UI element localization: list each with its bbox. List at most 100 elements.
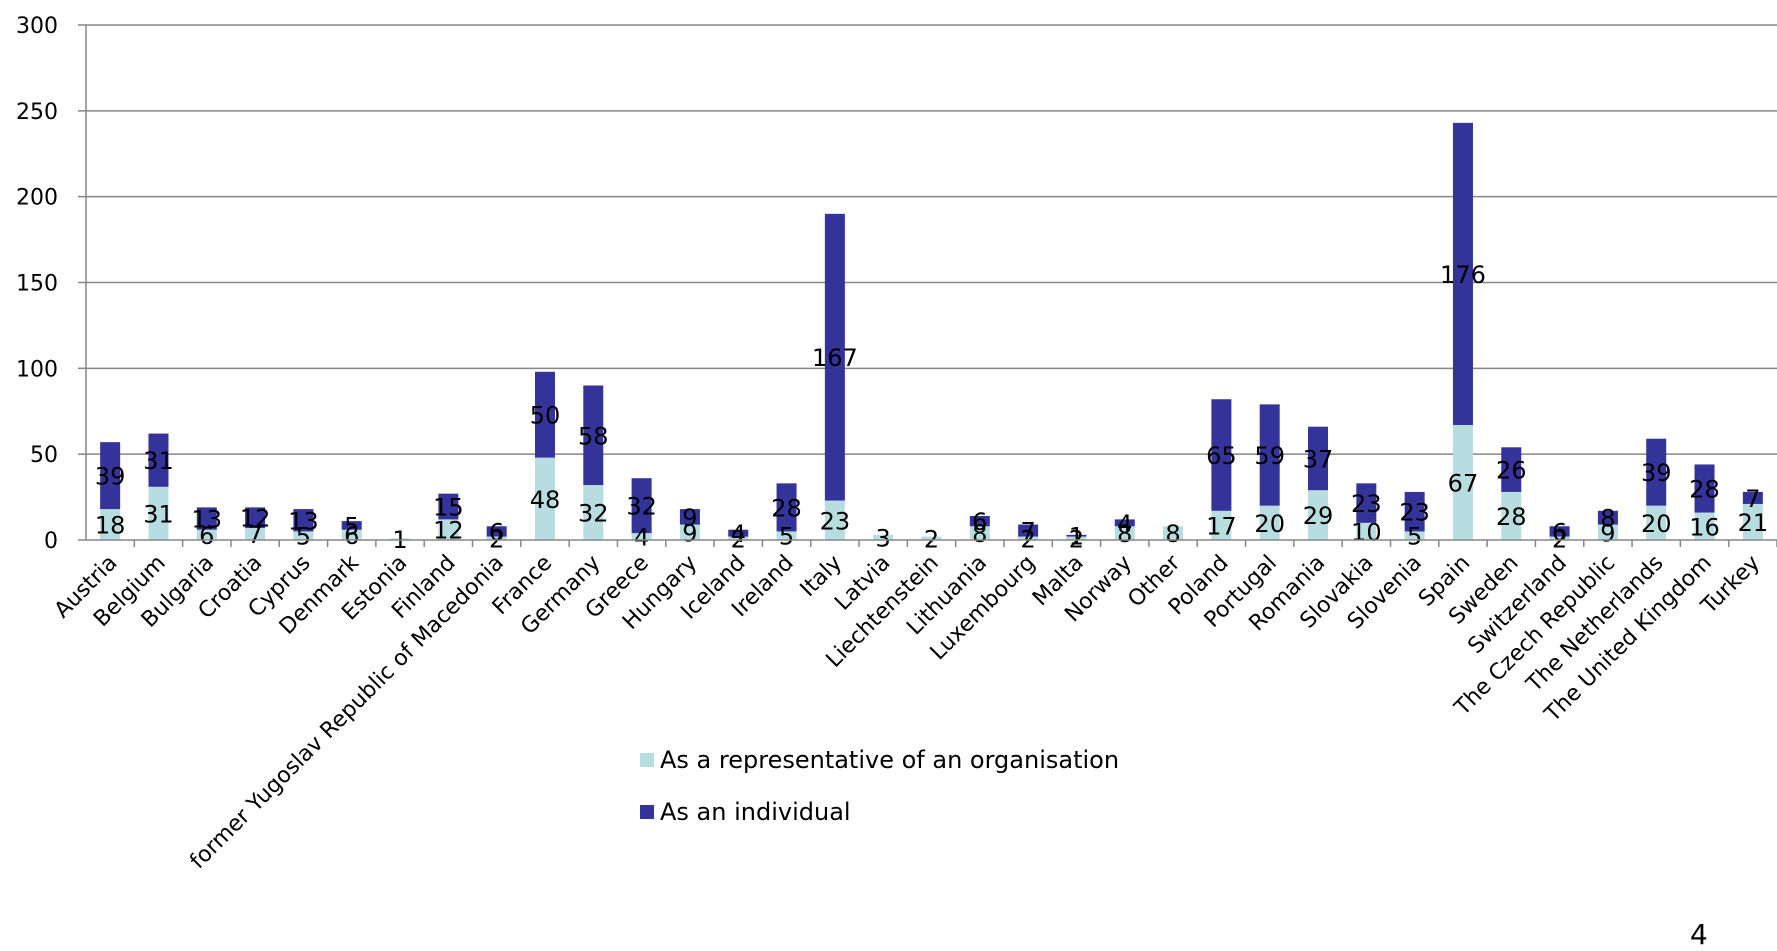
- data-label-individual: 6: [1552, 518, 1567, 546]
- data-label-individual: 50: [530, 402, 561, 430]
- bar-organisation: [679, 524, 700, 540]
- legend: As a representative of an organisation A…: [640, 745, 1119, 849]
- bar-individual: [293, 509, 314, 532]
- y-tick-label: 100: [16, 357, 58, 382]
- data-label-organisation: 6: [199, 522, 214, 550]
- bar-individual: [245, 507, 266, 528]
- data-label-individual: 4: [731, 520, 746, 548]
- bar-organisation: [1356, 522, 1377, 540]
- data-label-individual: 58: [578, 422, 609, 450]
- bar-organisation: [390, 538, 411, 540]
- data-label-individual: 7: [1745, 485, 1760, 513]
- y-tick-label: 200: [16, 186, 58, 211]
- bar-individual: [631, 478, 652, 534]
- data-label-individual: 59: [1254, 442, 1285, 470]
- bar-organisation: [1018, 536, 1039, 540]
- data-label-individual: 12: [240, 505, 271, 533]
- bar-individual: [1308, 426, 1329, 491]
- bar-organisation: [1066, 536, 1087, 540]
- legend-item-individual: As an individual: [640, 797, 1119, 827]
- page-number: 4: [1690, 918, 1708, 951]
- bar-individual: [1501, 447, 1522, 492]
- data-label-organisation: 16: [1689, 513, 1720, 541]
- data-label-individual: 26: [1496, 457, 1527, 485]
- data-label-individual: 65: [1206, 442, 1237, 470]
- data-label-individual: 37: [1303, 445, 1334, 473]
- bar-individual: [679, 509, 700, 525]
- y-tick-label: 50: [30, 443, 58, 468]
- bar-individual: [1597, 510, 1618, 525]
- bar-individual: [1742, 491, 1763, 504]
- bar-individual: [1356, 483, 1377, 523]
- bar-individual: [728, 529, 749, 537]
- bar-organisation: [824, 500, 845, 540]
- data-label-organisation: 10: [1351, 518, 1382, 546]
- bar-organisation: [293, 531, 314, 540]
- bar-organisation: [1163, 526, 1184, 540]
- y-tick-label: 300: [16, 14, 58, 39]
- bar-individual: [1549, 526, 1570, 537]
- legend-label-organisation: As a representative of an organisation: [660, 746, 1120, 774]
- data-label-individual: 5: [344, 512, 359, 540]
- bar-organisation: [1549, 536, 1570, 540]
- data-label-individual: 32: [626, 493, 657, 521]
- data-label-organisation: 5: [779, 523, 794, 551]
- bar-organisation: [245, 527, 266, 540]
- bar-individual: [1452, 122, 1473, 425]
- data-label-individual: 23: [1351, 490, 1382, 518]
- data-label-organisation: 67: [1448, 469, 1479, 497]
- bar-organisation: [1308, 490, 1329, 540]
- legend-label-individual: As an individual: [660, 798, 851, 826]
- bar-individual: [1066, 534, 1087, 537]
- data-label-organisation: 7: [247, 521, 262, 549]
- bar-organisation: [1646, 505, 1667, 540]
- bar-individual: [1694, 464, 1715, 513]
- data-label-organisation: 21: [1738, 509, 1769, 537]
- bar-individual: [1404, 491, 1425, 532]
- bar-organisation: [1404, 531, 1425, 540]
- bar-individual: [196, 507, 217, 530]
- data-label-organisation: 8: [1117, 520, 1132, 548]
- data-label-organisation: 31: [143, 500, 174, 528]
- data-label-individual: 9: [682, 504, 697, 532]
- data-label-organisation: 28: [1496, 503, 1527, 531]
- data-label-individual: 167: [812, 344, 858, 372]
- bar-organisation: [100, 509, 121, 540]
- bar-individual: [583, 385, 604, 486]
- legend-swatch-organisation: [640, 753, 654, 767]
- data-label-organisation: 18: [95, 512, 126, 540]
- bar-organisation: [873, 534, 894, 540]
- bar-organisation: [1452, 424, 1473, 540]
- data-label-individual: 28: [771, 494, 802, 522]
- data-label-individual: 13: [192, 506, 223, 534]
- bar-organisation: [341, 529, 362, 540]
- bar-organisation: [921, 536, 942, 540]
- data-label-organisation: 8: [1165, 520, 1180, 548]
- bar-individual: [1018, 524, 1039, 537]
- bar-individual: [534, 371, 555, 458]
- y-tick-labels: 0 50 100 150 200 250 300: [16, 14, 58, 554]
- bar-individual: [1114, 519, 1135, 527]
- axes: [78, 24, 1777, 547]
- data-label-individual: 176: [1440, 261, 1486, 289]
- data-label-organisation: 20: [1641, 510, 1672, 538]
- bar-organisation: [1114, 526, 1135, 540]
- bar-organisation: [438, 519, 459, 540]
- bar-organisation: [728, 536, 749, 540]
- bar-organisation: [631, 533, 652, 540]
- data-label-individual: 4: [1117, 510, 1132, 538]
- data-label-individual: 28: [1689, 476, 1720, 504]
- bar-individual: [1211, 399, 1232, 511]
- data-label-individual: 1: [1069, 523, 1084, 551]
- data-label-organisation: 6: [344, 522, 359, 550]
- bar-individual: [1646, 438, 1667, 506]
- data-label-organisation: 23: [820, 507, 851, 535]
- bar-individual: [438, 493, 459, 520]
- data-label-organisation: 3: [876, 524, 891, 552]
- data-label-organisation: 5: [1407, 523, 1422, 551]
- data-label-organisation: 4: [634, 524, 649, 552]
- y-tick-label: 250: [16, 100, 58, 125]
- legend-item-organisation: As a representative of an organisation: [640, 745, 1119, 775]
